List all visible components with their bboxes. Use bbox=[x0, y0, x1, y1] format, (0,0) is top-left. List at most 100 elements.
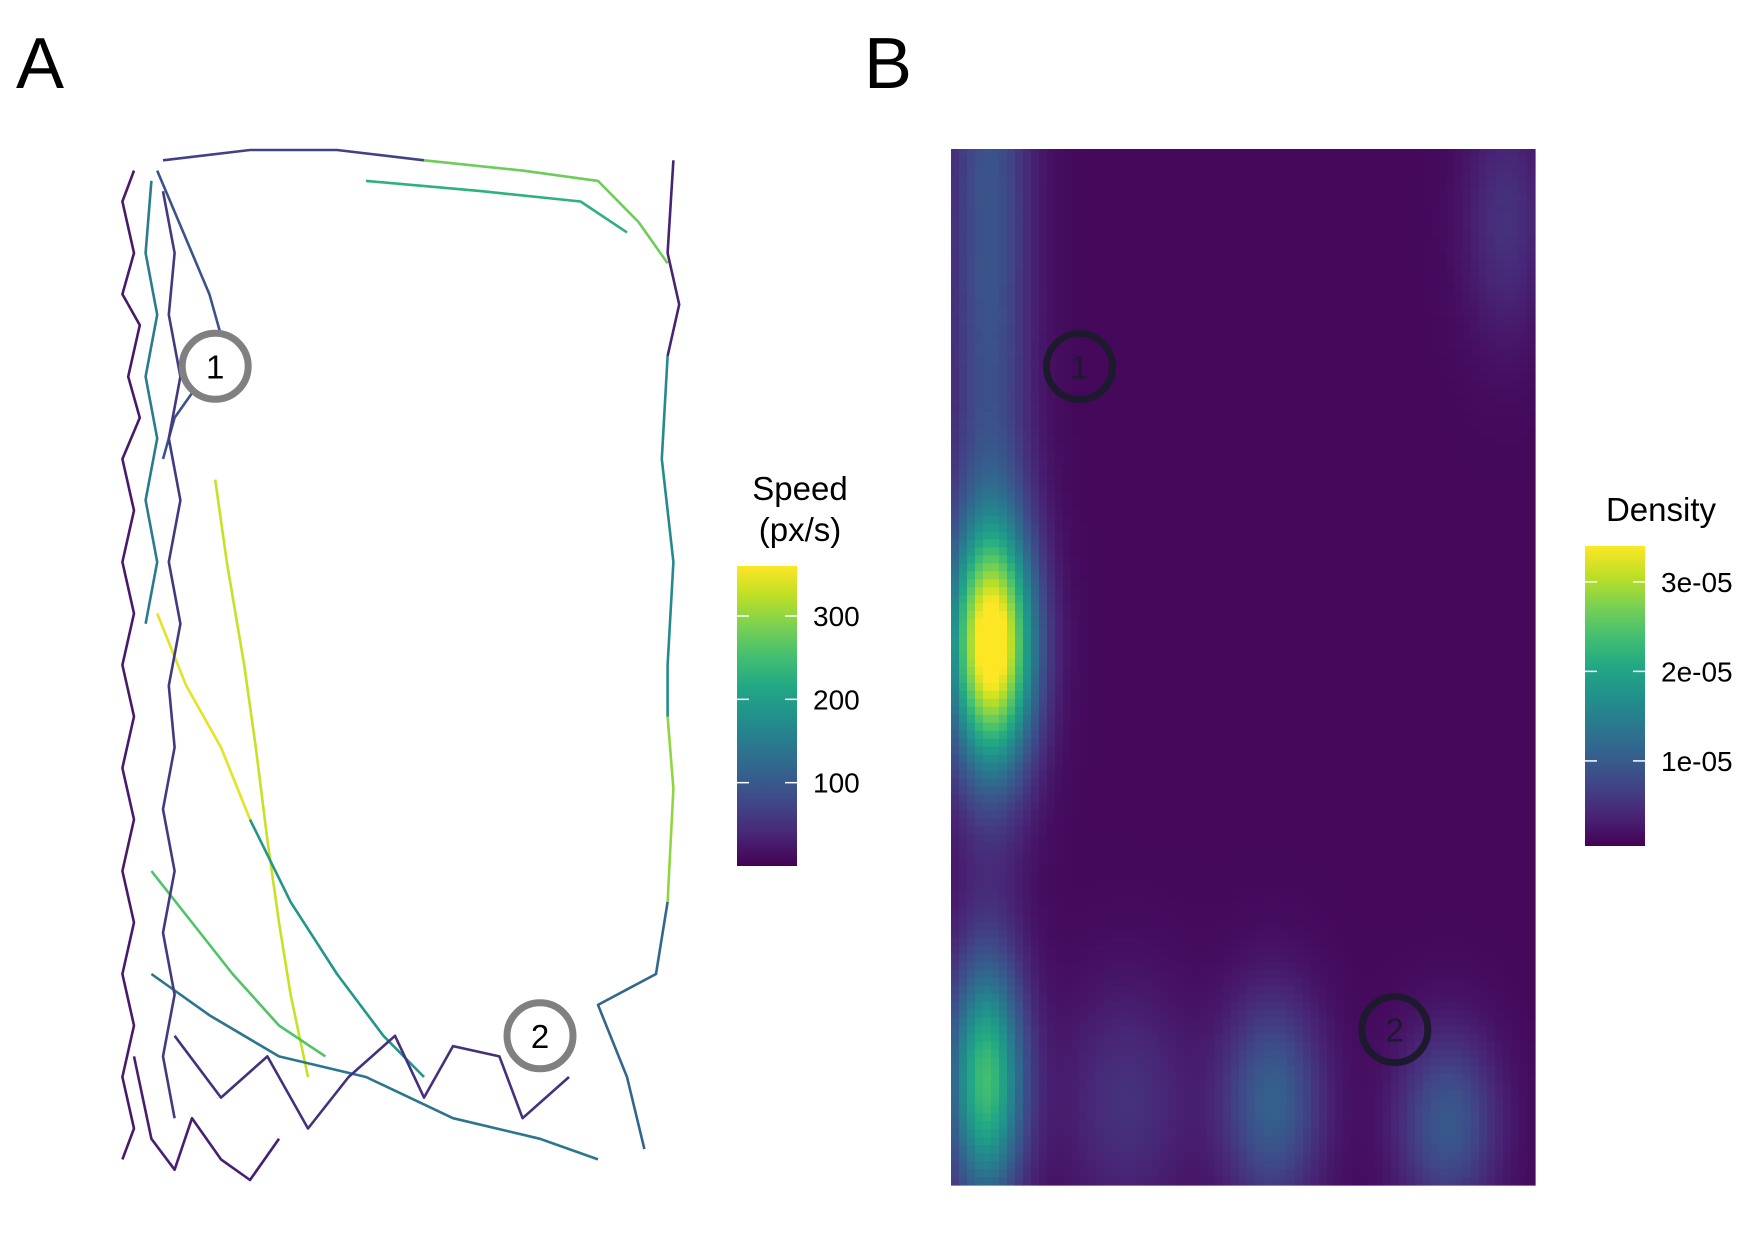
heatmap-cell bbox=[1327, 300, 1336, 309]
heatmap-cell bbox=[1519, 244, 1528, 254]
heatmap-cell bbox=[1159, 635, 1168, 644]
heatmap-cell bbox=[1335, 491, 1344, 501]
heatmap-cell bbox=[1359, 611, 1368, 620]
heatmap-cell bbox=[1191, 443, 1200, 453]
heatmap-cell bbox=[959, 603, 968, 612]
heatmap-cell bbox=[1495, 467, 1504, 477]
heatmap-cell bbox=[991, 380, 1000, 389]
heatmap-cell bbox=[1415, 332, 1424, 341]
heatmap-cell bbox=[1063, 603, 1072, 612]
heatmap-cell bbox=[1143, 539, 1152, 549]
heatmap-cell bbox=[1183, 260, 1192, 270]
heatmap-cell bbox=[1351, 435, 1360, 445]
heatmap-cell bbox=[1447, 316, 1456, 325]
heatmap-cell bbox=[1455, 149, 1464, 158]
heatmap-cell bbox=[1375, 236, 1384, 246]
heatmap-cell bbox=[1479, 340, 1488, 349]
heatmap-cell bbox=[1119, 555, 1128, 564]
heatmap-cell bbox=[1447, 571, 1456, 580]
heatmap-cell bbox=[1207, 459, 1216, 469]
heatmap-cell bbox=[1167, 172, 1176, 182]
heatmap-cell bbox=[1167, 396, 1176, 405]
heatmap-cell bbox=[1007, 411, 1016, 421]
heatmap-cell bbox=[1095, 228, 1104, 238]
heatmap-cell bbox=[975, 459, 984, 469]
heatmap-cell bbox=[1295, 316, 1304, 325]
heatmap-cell bbox=[1127, 491, 1136, 501]
heatmap-cell bbox=[1335, 595, 1344, 604]
heatmap-cell bbox=[1399, 340, 1408, 349]
heatmap-cell bbox=[983, 236, 992, 246]
heatmap-cell bbox=[1047, 204, 1056, 214]
heatmap-cell bbox=[1271, 316, 1280, 325]
trajectory-segment bbox=[660, 355, 675, 717]
heatmap-cell bbox=[1095, 244, 1104, 254]
heatmap-cell bbox=[1207, 212, 1216, 222]
heatmap-cell bbox=[1343, 627, 1352, 636]
heatmap-cell bbox=[1415, 579, 1424, 588]
heatmap-cell bbox=[1175, 595, 1184, 604]
heatmap-cell bbox=[967, 443, 976, 453]
heatmap-cell bbox=[1319, 411, 1328, 421]
heatmap-cell bbox=[1495, 659, 1504, 668]
heatmap-cell bbox=[1175, 411, 1184, 421]
heatmap-cell bbox=[1399, 547, 1408, 557]
heatmap-cell bbox=[1183, 467, 1192, 477]
heatmap-cell bbox=[1439, 531, 1448, 541]
heatmap-cell bbox=[959, 284, 968, 294]
heatmap-cell bbox=[1159, 563, 1168, 572]
heatmap-cell bbox=[1247, 252, 1256, 262]
heatmap-cell bbox=[991, 547, 1000, 557]
heatmap-cell bbox=[1207, 180, 1216, 190]
heatmap-cell bbox=[999, 603, 1008, 612]
heatmap-cell bbox=[1047, 682, 1056, 692]
trajectory-segment bbox=[365, 179, 628, 234]
heatmap-cell bbox=[1079, 380, 1088, 389]
heatmap-cell bbox=[1247, 507, 1256, 517]
heatmap-cell bbox=[1055, 467, 1064, 477]
heatmap-cell bbox=[1095, 627, 1104, 636]
heatmap-cell bbox=[1031, 491, 1040, 501]
heatmap-cell bbox=[1063, 483, 1072, 493]
heatmap-cell bbox=[1071, 419, 1080, 429]
heatmap-cell bbox=[1047, 411, 1056, 421]
heatmap-cell bbox=[1295, 252, 1304, 262]
heatmap-cell bbox=[1151, 579, 1160, 588]
heatmap-cell bbox=[1063, 196, 1072, 206]
heatmap-cell bbox=[1279, 555, 1288, 564]
heatmap-cell bbox=[1159, 284, 1168, 294]
heatmap-cell bbox=[1263, 164, 1272, 174]
heatmap-cell bbox=[1231, 667, 1240, 676]
heatmap-cell bbox=[1143, 531, 1152, 541]
heatmap-cell bbox=[1391, 651, 1400, 660]
heatmap-cell bbox=[1391, 483, 1400, 493]
heatmap-cell bbox=[1071, 674, 1080, 684]
heatmap-cell bbox=[1519, 196, 1528, 206]
heatmap-cell bbox=[1247, 276, 1256, 286]
heatmap-cell bbox=[1455, 220, 1464, 230]
heatmap-cell bbox=[1231, 515, 1240, 525]
heatmap-cell bbox=[1527, 595, 1536, 604]
heatmap-cell bbox=[1463, 388, 1472, 397]
heatmap-cell bbox=[1471, 380, 1480, 389]
heatmap-cell bbox=[1415, 149, 1424, 158]
heatmap-cell bbox=[951, 236, 960, 246]
heatmap-cell bbox=[1015, 276, 1024, 286]
heatmap-cell bbox=[1399, 563, 1408, 572]
heatmap-cell bbox=[1295, 491, 1304, 501]
heatmap-cell bbox=[1247, 149, 1256, 158]
heatmap-cell bbox=[1263, 196, 1272, 206]
heatmap-cell bbox=[1351, 674, 1360, 684]
heatmap-cell bbox=[1439, 164, 1448, 174]
heatmap-cell bbox=[1439, 443, 1448, 453]
heatmap-cell bbox=[1415, 348, 1424, 357]
heatmap-cell bbox=[1407, 627, 1416, 636]
heatmap-cell bbox=[1423, 419, 1432, 429]
heatmap-cell bbox=[1367, 356, 1376, 365]
heatmap-cell bbox=[1327, 587, 1336, 596]
heatmap-cell bbox=[983, 212, 992, 222]
heatmap-cell bbox=[1007, 212, 1016, 222]
heatmap-cell bbox=[1311, 156, 1320, 166]
heatmap-cell bbox=[1391, 300, 1400, 309]
heatmap-cell bbox=[1199, 364, 1208, 373]
